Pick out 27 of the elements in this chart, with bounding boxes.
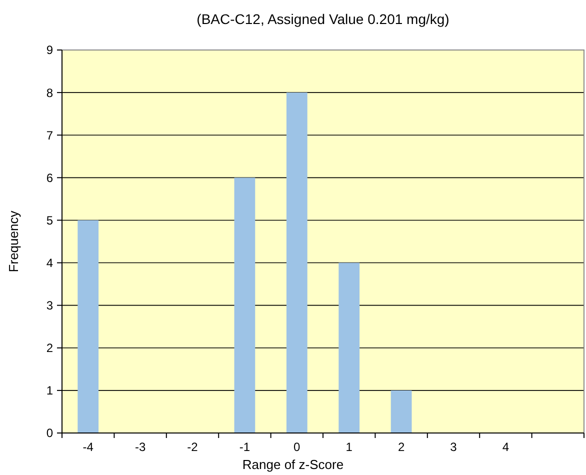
y-tick-label: 6 <box>46 170 54 185</box>
x-tick-label: 4 <box>502 440 510 454</box>
x-tick-label: 0 <box>294 440 301 454</box>
x-axis-title: Range of z-Score <box>242 457 344 472</box>
y-tick-label: 7 <box>46 128 54 142</box>
y-tick-label: 9 <box>46 43 54 58</box>
x-tick-label: 2 <box>398 440 405 454</box>
bar <box>338 262 360 433</box>
bar <box>78 220 99 433</box>
x-tick-label: -4 <box>82 440 94 454</box>
x-tick-label: -2 <box>187 440 198 454</box>
x-tick-label: -3 <box>134 440 146 454</box>
y-tick-label: 0 <box>46 426 54 440</box>
bar <box>286 92 308 433</box>
y-tick-label: 8 <box>46 86 54 100</box>
bar <box>234 178 256 433</box>
y-tick-label: 3 <box>46 298 54 313</box>
chart-title: (BAC-C12, Assigned Value 0.201 mg/kg) <box>196 11 450 27</box>
x-tick-label: 3 <box>450 440 458 454</box>
bar <box>390 390 412 433</box>
y-tick-label: 5 <box>46 213 54 228</box>
x-tick-label: 1 <box>346 440 353 454</box>
y-axis-title: Frequency <box>6 210 21 272</box>
y-tick-label: 2 <box>46 341 54 356</box>
x-tick-label: -1 <box>239 440 250 454</box>
y-tick-label: 4 <box>46 256 54 270</box>
y-tick-label: 1 <box>46 384 54 398</box>
